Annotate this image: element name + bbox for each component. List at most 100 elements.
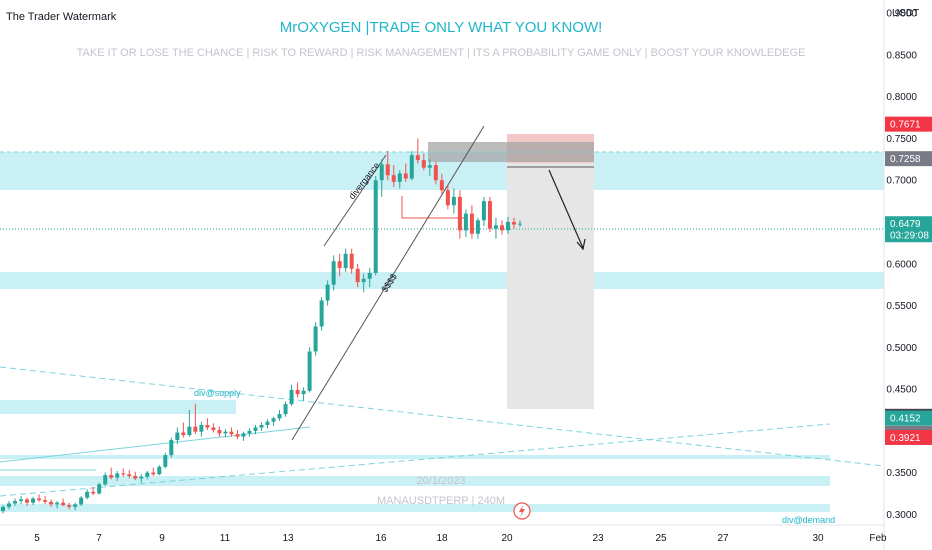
support-trendline [0, 426, 311, 463]
demand-zone-low [0, 476, 830, 486]
candle [511, 217, 516, 229]
headline: MrOXYGEN |TRADE ONLY WHAT YOU KNOW! [280, 19, 603, 36]
candle [385, 150, 390, 181]
y-tick-label: 0.8500 [886, 50, 917, 61]
candle [235, 430, 240, 440]
x-tick-label: 5 [34, 533, 40, 544]
candle [103, 472, 108, 486]
candle [181, 422, 186, 438]
candle [253, 424, 258, 435]
candle [379, 159, 384, 197]
candle [145, 470, 150, 480]
candle [355, 263, 360, 288]
candle [199, 421, 204, 437]
candle [229, 427, 234, 437]
candle [319, 297, 324, 331]
badge-value: 0.4152 [890, 414, 921, 425]
candle [139, 474, 144, 483]
price-badge: 0.7258 [885, 151, 932, 167]
lightning-icon[interactable] [513, 502, 531, 520]
ascending-trendline [0, 423, 831, 497]
candle [265, 419, 270, 429]
candle [481, 196, 486, 227]
candle [133, 471, 138, 481]
candle [169, 437, 174, 458]
candle [325, 280, 330, 306]
candle [391, 165, 396, 187]
badge-value: 0.7258 [890, 154, 921, 165]
resistance-bracket [401, 196, 468, 219]
zone-line-low [0, 455, 830, 459]
x-tick-label: 23 [592, 533, 604, 544]
x-tick-label: 20 [501, 533, 513, 544]
candle [457, 190, 462, 239]
candle [271, 416, 276, 426]
candle [55, 501, 60, 509]
candle [421, 153, 426, 171]
price-badge: 0.4152 [885, 410, 932, 426]
arrow-head [576, 238, 586, 251]
subline: TAKE IT OR LOSE THE CHANCE | RISK TO REW… [77, 47, 806, 59]
demand-zone-mid [0, 272, 884, 289]
candle [463, 209, 468, 238]
center-date: 20/1/2023 [417, 475, 466, 487]
candle [217, 426, 222, 437]
y-tick-label: 0.9000 [886, 9, 917, 20]
candle [343, 248, 348, 273]
candle [37, 494, 42, 502]
candle [151, 467, 156, 476]
reference-lines [0, 151, 885, 497]
annotation-div-demand: div@demand [782, 515, 835, 525]
y-tick-label: 0.5500 [886, 301, 917, 312]
x-tick-label: 27 [717, 533, 729, 544]
candle [277, 409, 282, 421]
candle [1, 505, 5, 514]
x-tick-label: 16 [375, 533, 387, 544]
x-tick-label: 7 [96, 533, 102, 544]
y-tick-label: 0.8000 [886, 92, 917, 103]
badge-value: 0.6479 [890, 219, 921, 230]
descending-trendline [0, 366, 885, 467]
x-tick-label: 18 [436, 533, 448, 544]
candle [313, 322, 318, 356]
candle [25, 497, 30, 507]
candle [493, 217, 498, 239]
candle [469, 205, 474, 239]
annotation-div-supply: div@supply [194, 388, 241, 398]
badge-value: 0.3921 [890, 433, 921, 444]
candle [367, 267, 372, 288]
candle [439, 173, 444, 195]
candle [499, 220, 504, 235]
candle [7, 501, 12, 510]
candle [445, 184, 450, 210]
candle [205, 418, 210, 431]
candle [259, 422, 264, 431]
candle [451, 188, 456, 214]
badge-countdown: 03:29:08 [890, 231, 929, 242]
candle [187, 409, 192, 437]
candle [349, 248, 354, 274]
candle [157, 465, 162, 476]
candle [67, 502, 72, 510]
candle [433, 161, 438, 185]
x-tick-label: 11 [220, 533, 231, 544]
candle [175, 427, 180, 445]
candle [91, 486, 96, 496]
x-tick-label: 25 [655, 533, 667, 544]
time-axis[interactable]: 5 7 9 11 13 16 18 20 23 25 27 30 Feb [34, 533, 887, 544]
price-badges: 0.76710.72580.647903:29:080.41740.41520.… [885, 116, 932, 445]
price-badge: 0.3921 [885, 429, 932, 445]
candle [518, 220, 522, 227]
badge-value: 0.7671 [890, 120, 921, 131]
candle [403, 163, 408, 182]
candle [331, 255, 336, 291]
candle [19, 496, 24, 505]
candle [49, 499, 54, 507]
candle [73, 502, 78, 511]
price-badge: 0.7671 [885, 116, 932, 132]
candle [31, 496, 36, 506]
candle [43, 496, 48, 505]
x-tick-label: 30 [812, 533, 824, 544]
